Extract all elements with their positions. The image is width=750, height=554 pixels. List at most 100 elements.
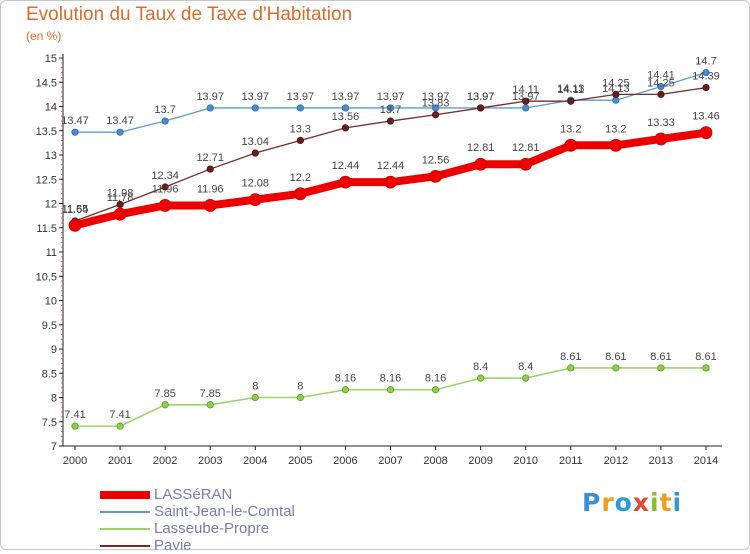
legend-swatch: [100, 490, 150, 499]
y-tick-label: 8: [51, 393, 57, 405]
x-tick-label: 2000: [63, 455, 87, 467]
data-label: 13.47: [61, 115, 89, 127]
data-label: 14.39: [692, 71, 720, 83]
x-tick-label: 2013: [649, 455, 673, 467]
series-point-1: [386, 104, 395, 112]
data-label: 13.97: [422, 91, 450, 103]
series-point-3: [161, 183, 169, 191]
series-point-0: [384, 175, 397, 189]
x-tick-label: 2002: [153, 455, 177, 467]
data-label: 8: [297, 381, 303, 393]
data-label: 11.98: [107, 187, 134, 199]
y-tick-label: 10.5: [36, 271, 57, 283]
data-label: 14.25: [602, 77, 630, 89]
series-point-2: [341, 386, 350, 394]
data-label: 8.61: [695, 351, 716, 363]
data-label: 14.41: [647, 70, 675, 82]
y-tick-label: 9.5: [42, 320, 57, 332]
chart-title: Evolution du Taux de Taxe d'Habitation: [26, 4, 353, 25]
series-point-2: [702, 364, 710, 372]
series-point-2: [567, 364, 575, 372]
legend-item: Saint-Jean-le-Comtal: [100, 503, 295, 520]
chart-data-labels: 11.55 11.78 11.96 11.96 12.08 12.2 12.44 12.44 1…: [61, 56, 720, 422]
series-point-1: [116, 128, 124, 136]
chart-axes: 7 7.5 8 8.5 9 9.5 10 10.5 11 11.5 12 12.5 13 13.5 14 14…: [36, 53, 722, 467]
data-label: 8.4: [518, 361, 533, 373]
series-point-1: [251, 104, 259, 112]
data-label: 13.97: [196, 91, 224, 103]
y-tick-label: 7.5: [42, 417, 57, 429]
series-point-2: [431, 386, 440, 394]
series-point-0: [203, 199, 217, 212]
series-point-1: [702, 68, 710, 77]
legend-item: Pavie: [100, 537, 295, 554]
series-point-3: [341, 124, 350, 132]
data-label: 8.16: [380, 373, 401, 385]
x-tick-label: 2001: [108, 455, 132, 467]
data-label: 14.13: [602, 83, 630, 95]
series-point-0: [113, 207, 127, 221]
data-label: 8.16: [335, 373, 356, 385]
series-point-0: [654, 132, 668, 146]
data-label: 14.11: [512, 84, 539, 96]
series-point-0: [293, 187, 307, 201]
series-point-1: [206, 104, 214, 112]
series-point-2: [612, 364, 620, 372]
x-tick-label: 2008: [423, 455, 447, 467]
y-tick-label: 9: [51, 344, 57, 356]
data-label: 13.7: [154, 104, 175, 116]
x-tick-label: 2010: [513, 455, 537, 467]
data-label: 14.11: [557, 84, 584, 96]
series-point-2: [477, 374, 485, 382]
data-label: 13.3: [290, 123, 311, 135]
data-label: 8.61: [605, 351, 626, 363]
x-tick-label: 2005: [288, 455, 312, 467]
data-label: 12.34: [151, 170, 179, 182]
legend-label: Saint-Jean-le-Comtal: [154, 503, 295, 520]
y-tick-label: 11: [46, 247, 57, 259]
series-point-3: [251, 149, 259, 157]
series-point-1: [657, 83, 665, 91]
data-label: 12.2: [290, 172, 311, 184]
x-tick-label: 2011: [559, 455, 583, 467]
series-point-1: [341, 104, 350, 112]
x-tick-label: 2009: [468, 455, 492, 467]
y-tick-label: 8.5: [42, 368, 57, 380]
data-label: 13.83: [422, 98, 450, 110]
series-point-1: [296, 104, 304, 112]
series-point-3: [431, 111, 440, 119]
data-label: 13.97: [512, 91, 540, 103]
data-label: 13.47: [106, 115, 134, 127]
data-label: 12.81: [512, 142, 540, 154]
legend-item: Lasseube-Propre: [100, 520, 295, 537]
data-label: 13.97: [332, 91, 360, 103]
y-tick-label: 10: [45, 296, 57, 308]
chart-series: [68, 68, 713, 430]
y-tick-label: 13: [45, 150, 57, 162]
chart-subtitle: (en %): [26, 29, 62, 43]
series-point-2: [206, 401, 214, 409]
data-label: 13.2: [605, 123, 626, 135]
legend-label: Pavie: [154, 537, 192, 554]
legend-swatch: [100, 527, 150, 530]
data-label: 13.33: [647, 117, 675, 129]
series-point-3: [702, 83, 710, 92]
series-point-3: [567, 97, 575, 105]
series-point-0: [429, 169, 442, 183]
y-tick-label: 7: [51, 441, 57, 453]
data-label: 13.97: [467, 91, 495, 103]
data-label: 7.85: [154, 388, 175, 400]
series-point-1: [522, 104, 530, 112]
data-label: 13.97: [377, 91, 405, 103]
data-label: 12.08: [242, 178, 270, 190]
series-point-3: [116, 200, 124, 209]
x-tick-label: 2014: [694, 455, 718, 467]
data-label: 11.55: [62, 203, 89, 215]
data-label: 12.56: [422, 154, 450, 166]
series-point-1: [71, 128, 79, 136]
series-point-2: [657, 364, 665, 372]
data-label: 7.41: [64, 409, 85, 421]
legend-label: Lasseube-Propre: [154, 520, 270, 537]
proxiti-logo: Proxiti: [582, 488, 683, 517]
